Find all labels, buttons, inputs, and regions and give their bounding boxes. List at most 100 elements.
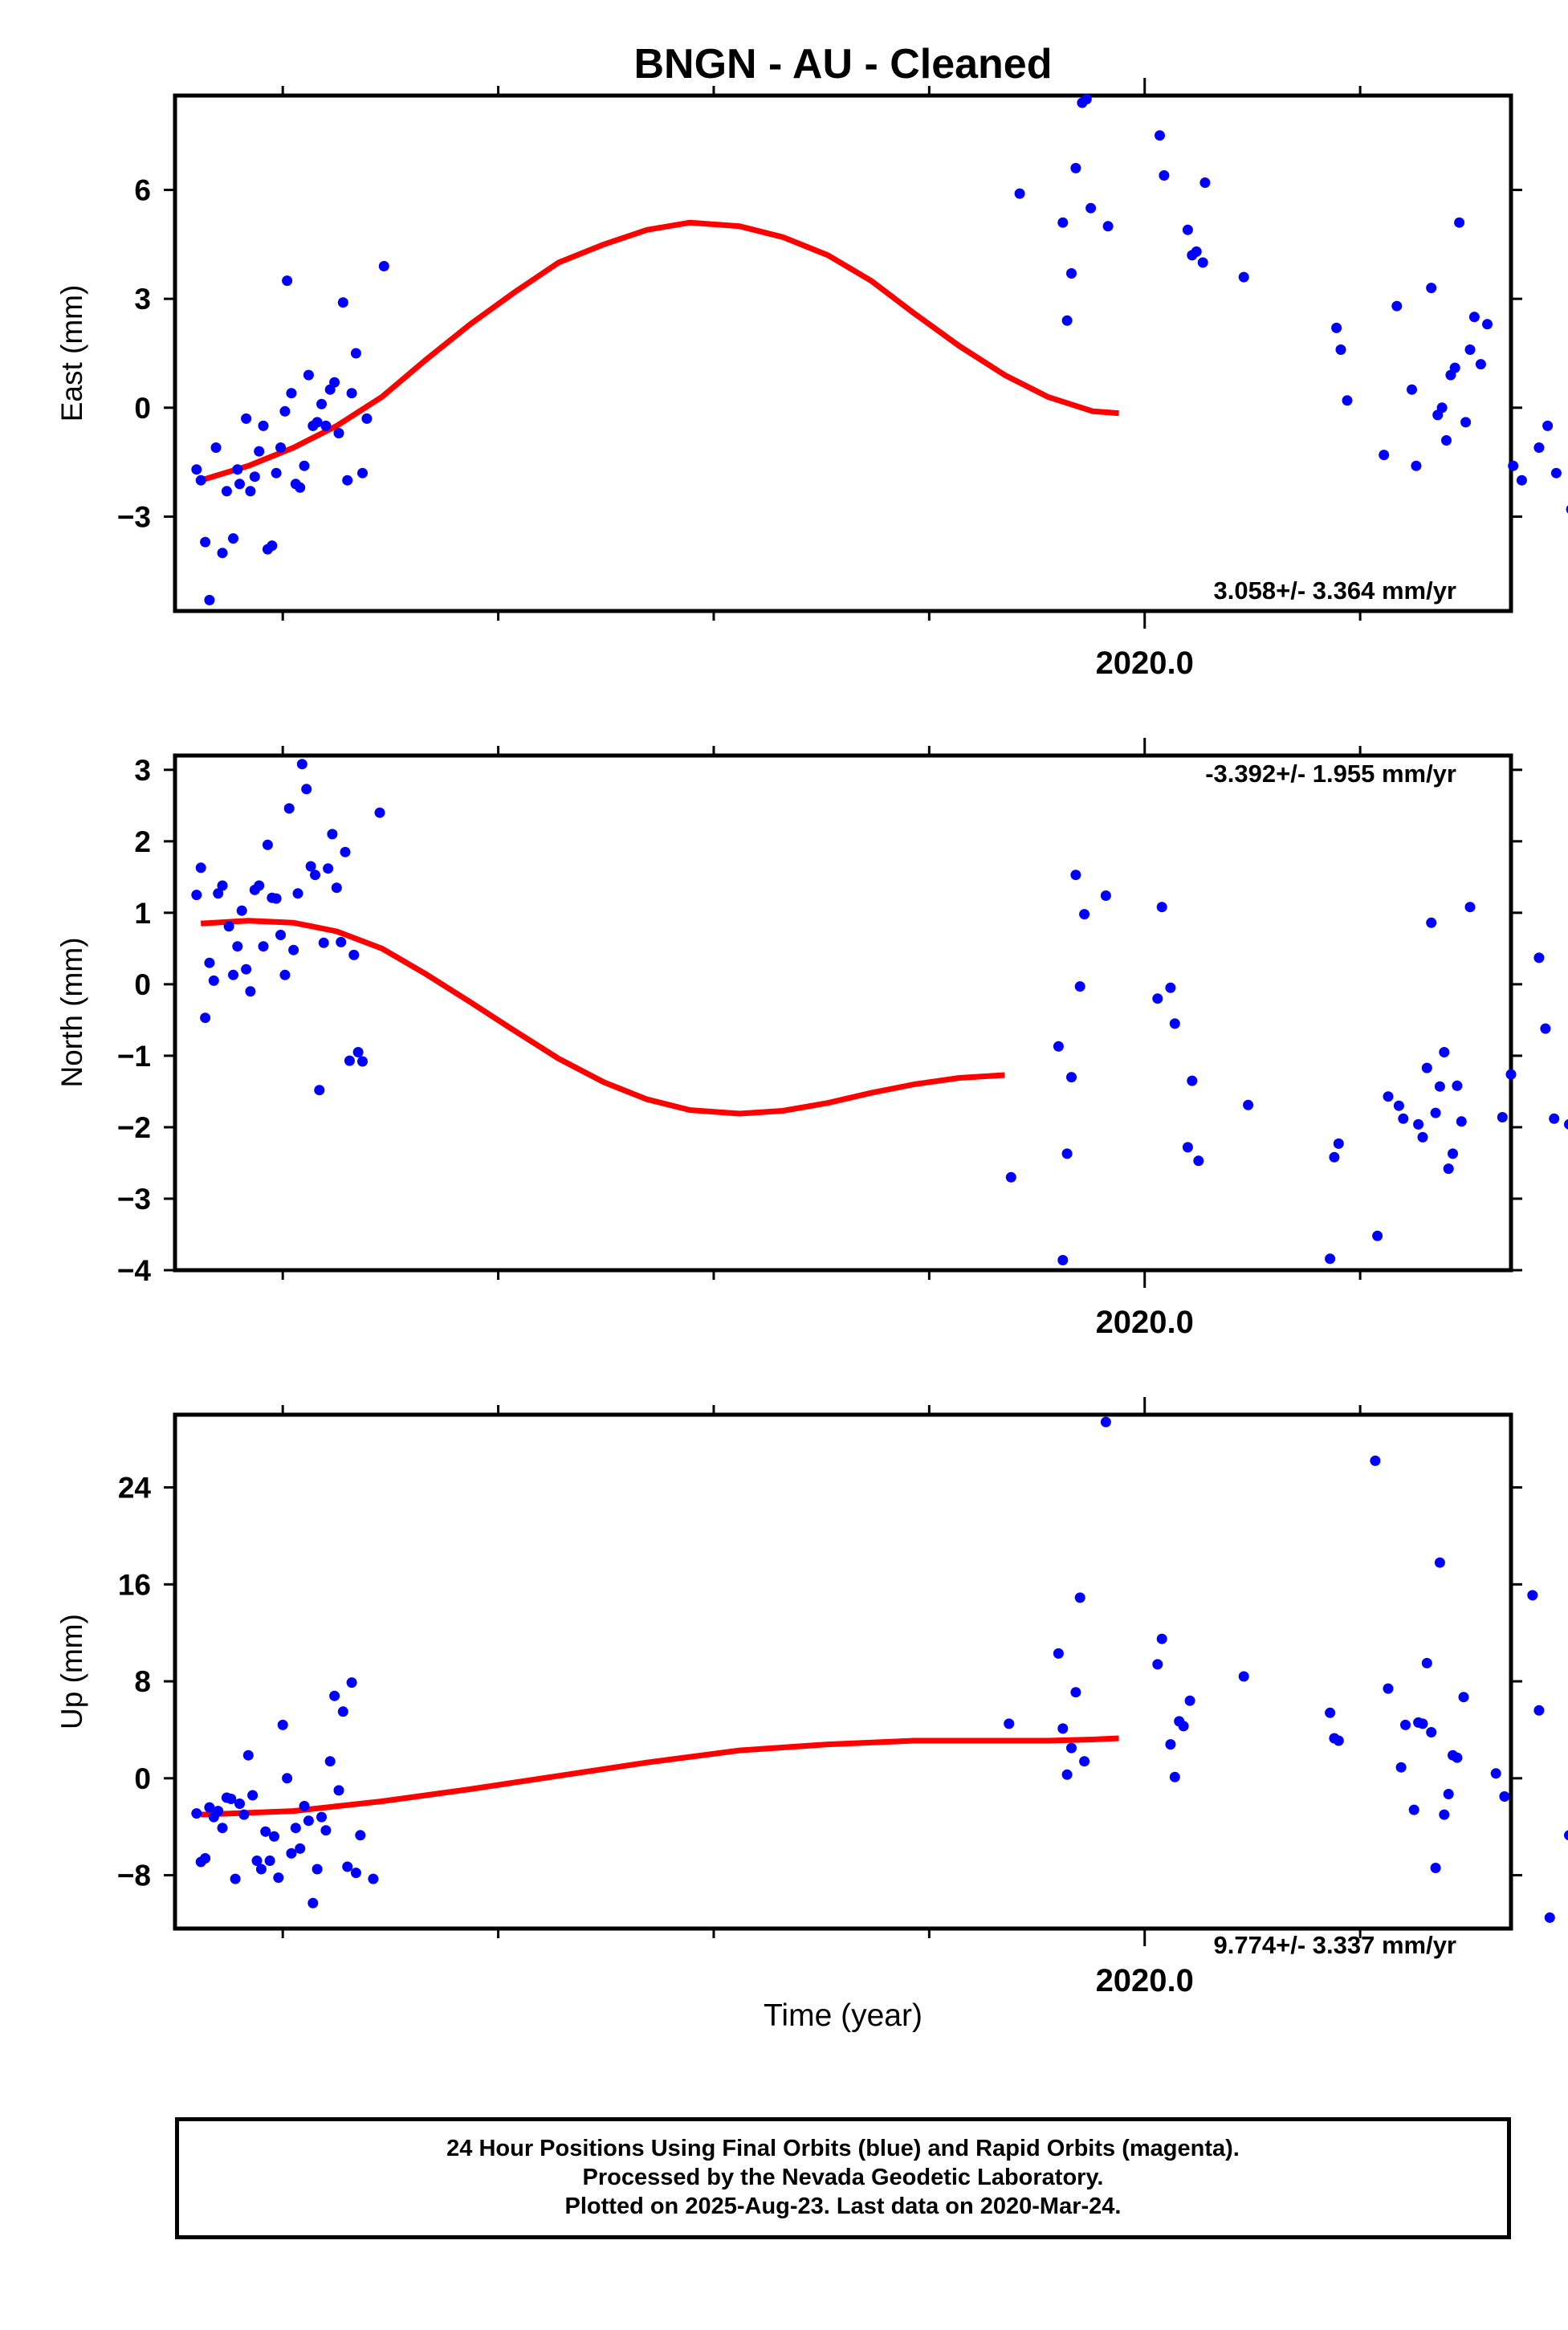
north-data-point xyxy=(1372,1230,1383,1241)
up-data-point xyxy=(1490,1768,1501,1779)
north-data-point xyxy=(1564,1119,1568,1130)
east-data-point xyxy=(350,348,361,359)
east-data-point xyxy=(282,275,293,287)
north-rate: -3.392+/- 1.955 mm/yr xyxy=(1205,760,1456,788)
north-data-point xyxy=(1434,1081,1445,1092)
east-data-point xyxy=(241,413,252,424)
up-ytick-label: 8 xyxy=(134,1665,151,1698)
east-data-point xyxy=(191,464,202,475)
up-data-point xyxy=(264,1855,275,1866)
east-data-point xyxy=(1542,420,1554,431)
up-data-point xyxy=(260,1826,271,1837)
up-data-point xyxy=(213,1806,224,1817)
up-data-point xyxy=(1564,1830,1568,1841)
north-data-point xyxy=(1448,1148,1458,1159)
x-axis-label: Time (year) xyxy=(764,1998,922,2033)
north-data-point xyxy=(1187,1075,1198,1086)
up-data-point xyxy=(1152,1659,1163,1670)
east-data-point xyxy=(342,475,353,486)
up-data-point xyxy=(286,1847,297,1859)
north-data-point xyxy=(331,882,342,894)
north-data-point xyxy=(283,803,295,814)
north-data-point xyxy=(1165,982,1176,993)
up-data-point xyxy=(1439,1809,1450,1820)
up-data-point xyxy=(1544,1912,1555,1923)
east-data-point xyxy=(357,467,368,479)
east-data-point xyxy=(1155,130,1165,141)
up-data-point xyxy=(1443,1789,1454,1799)
east-data-point xyxy=(1342,395,1353,406)
east-data-point xyxy=(258,420,269,431)
east-data-point xyxy=(378,261,389,271)
up-data-point xyxy=(1400,1719,1411,1730)
north-data-point xyxy=(318,937,329,948)
up-data-point xyxy=(1383,1683,1394,1694)
footer-line-2: Processed by the Nevada Geodetic Laborat… xyxy=(582,2165,1104,2190)
north-data-point xyxy=(1383,1091,1394,1102)
east-data-point xyxy=(1566,505,1568,514)
east-data-point xyxy=(234,479,245,490)
up-data-point xyxy=(255,1864,267,1875)
up-data-point xyxy=(204,1802,215,1813)
east-ylabel: East (mm) xyxy=(55,285,88,422)
east-data-point xyxy=(1159,170,1170,181)
up-data-point xyxy=(1238,1671,1249,1682)
east-data-point xyxy=(267,540,278,552)
up-data-point xyxy=(1178,1721,1189,1732)
north-data-point xyxy=(305,861,316,872)
up-data-point xyxy=(1527,1590,1538,1601)
east-data-point xyxy=(337,297,348,308)
up-data-point xyxy=(1395,1762,1407,1773)
east-data-point xyxy=(1482,319,1493,330)
east-data-point xyxy=(195,475,206,486)
east-data-point xyxy=(1441,435,1452,446)
east-data-point xyxy=(275,442,286,453)
north-data-point xyxy=(340,846,351,857)
north-data-point xyxy=(1156,902,1167,913)
north-ytick-label: −2 xyxy=(117,1111,151,1144)
north-data-point xyxy=(301,784,312,795)
north-data-point xyxy=(1505,1069,1517,1080)
north-data-point xyxy=(1325,1253,1336,1265)
east-data-point xyxy=(316,398,327,409)
east-data-point xyxy=(1331,322,1342,333)
north-fit-curve xyxy=(200,918,1005,1117)
east-fit-curve xyxy=(200,219,1119,483)
east-data-point xyxy=(1102,221,1114,232)
north-data-point xyxy=(1333,1138,1344,1149)
north-xtick-label: 2020.0 xyxy=(1096,1305,1194,1340)
east-data-point xyxy=(245,486,256,497)
up-data-point xyxy=(320,1825,332,1836)
east-data-point xyxy=(1182,224,1193,235)
north-data-point xyxy=(241,963,252,975)
up-ylabel: Up (mm) xyxy=(55,1614,88,1729)
east-data-point xyxy=(1061,315,1073,326)
up-data-point xyxy=(1421,1657,1432,1668)
north-ytick-label: 2 xyxy=(134,825,151,858)
north-data-point xyxy=(204,957,215,968)
north-ytick-label: −3 xyxy=(117,1183,151,1216)
north-data-point xyxy=(228,969,238,980)
up-data-point xyxy=(1074,1592,1085,1603)
north-data-point xyxy=(271,893,282,904)
north-data-point xyxy=(314,1085,325,1096)
north-data-point xyxy=(208,975,219,986)
up-data-point xyxy=(355,1830,366,1841)
up-data-point xyxy=(238,1809,250,1820)
north-data-point xyxy=(1182,1142,1193,1153)
up-data-point xyxy=(307,1897,319,1908)
east-data-point xyxy=(271,467,282,479)
north-data-point xyxy=(217,880,228,891)
east-data-point xyxy=(210,442,222,453)
east-data-point xyxy=(1197,257,1208,268)
north-data-point xyxy=(1061,1148,1073,1159)
up-data-point xyxy=(251,1855,263,1866)
east-data-point xyxy=(1460,417,1472,428)
east-data-point xyxy=(1411,460,1422,471)
up-data-point xyxy=(217,1823,228,1834)
east-data-point xyxy=(286,388,297,399)
up-data-point xyxy=(282,1773,293,1784)
footer-line-1: 24 Hour Positions Using Final Orbits (bl… xyxy=(446,2136,1240,2161)
up-data-point xyxy=(312,1864,323,1875)
north-data-point xyxy=(1169,1018,1180,1029)
